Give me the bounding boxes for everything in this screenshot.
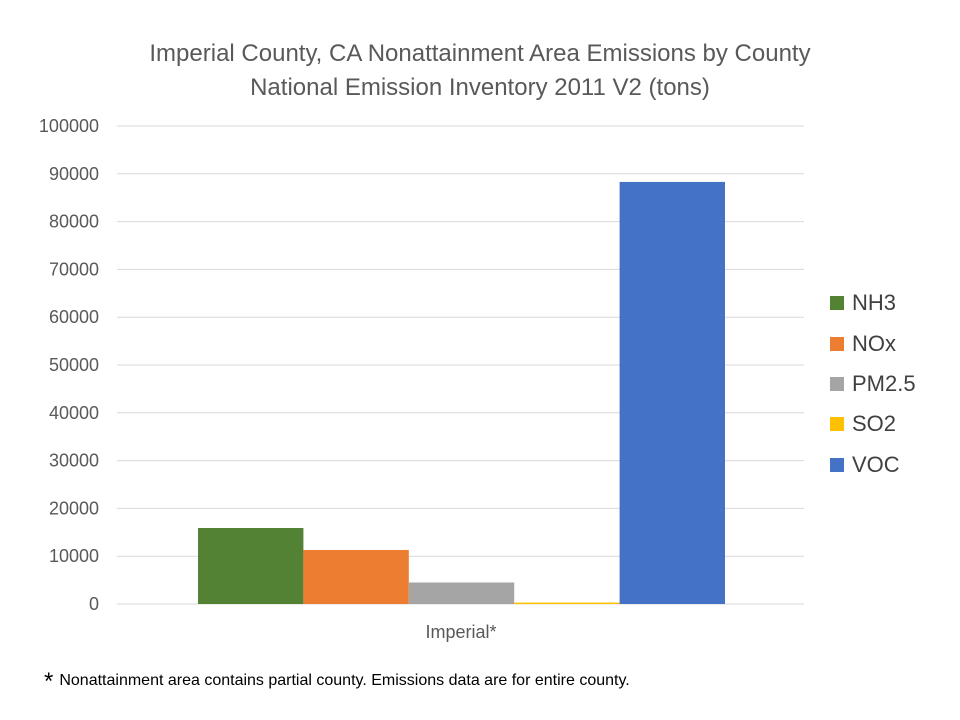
y-tick-label: 10000: [49, 546, 99, 566]
x-category-label: Imperial*: [425, 622, 496, 642]
legend-swatch: [830, 417, 844, 432]
legend-swatch: [830, 296, 844, 311]
footnote: * Nonattainment area contains partial cou…: [44, 664, 630, 695]
footnote-marker: *: [44, 668, 54, 695]
footnote-text: Nonattainment area contains partial coun…: [59, 672, 630, 689]
legend-item-nox: NOx: [830, 323, 916, 363]
y-tick-label: 20000: [49, 498, 99, 518]
bar-so2: [514, 602, 620, 605]
legend-swatch: [830, 457, 844, 472]
bar-nh3: [198, 527, 304, 604]
legend-label: NH3: [852, 290, 897, 316]
y-tick-label: 50000: [49, 355, 99, 375]
bar-pm25: [408, 582, 515, 604]
legend-swatch: [830, 376, 844, 391]
y-tick-label: 80000: [49, 212, 99, 232]
bar-nox: [303, 549, 409, 604]
legend-label: SO2: [852, 411, 897, 437]
legend-swatch: [830, 336, 844, 351]
y-tick-label: 30000: [49, 451, 99, 471]
legend-item-nh3: NH3: [830, 283, 916, 323]
bar-voc: [619, 181, 725, 604]
legend-label: NOx: [852, 330, 896, 356]
y-tick-label: 60000: [49, 307, 99, 327]
y-tick-label: 40000: [49, 403, 99, 423]
chart-subtitle: National Emission Inventory 2011 V2 (ton…: [250, 74, 710, 101]
chart-title: Imperial County, CA Nonattainment Area E…: [149, 40, 811, 67]
legend-item-so2: SO2: [830, 404, 916, 444]
y-tick-label: 0: [89, 594, 99, 614]
y-tick-label: 90000: [49, 164, 99, 184]
legend-label: PM2.5: [852, 370, 916, 396]
y-tick-label: 100000: [39, 116, 99, 136]
legend-item-pm25: PM2.5: [830, 364, 916, 404]
legend-label: VOC: [852, 451, 900, 477]
legend-item-voc: VOC: [830, 445, 916, 485]
y-tick-label: 70000: [49, 259, 99, 279]
chart-legend: NH3 NOx PM2.5 SO2 VOC: [830, 283, 916, 485]
